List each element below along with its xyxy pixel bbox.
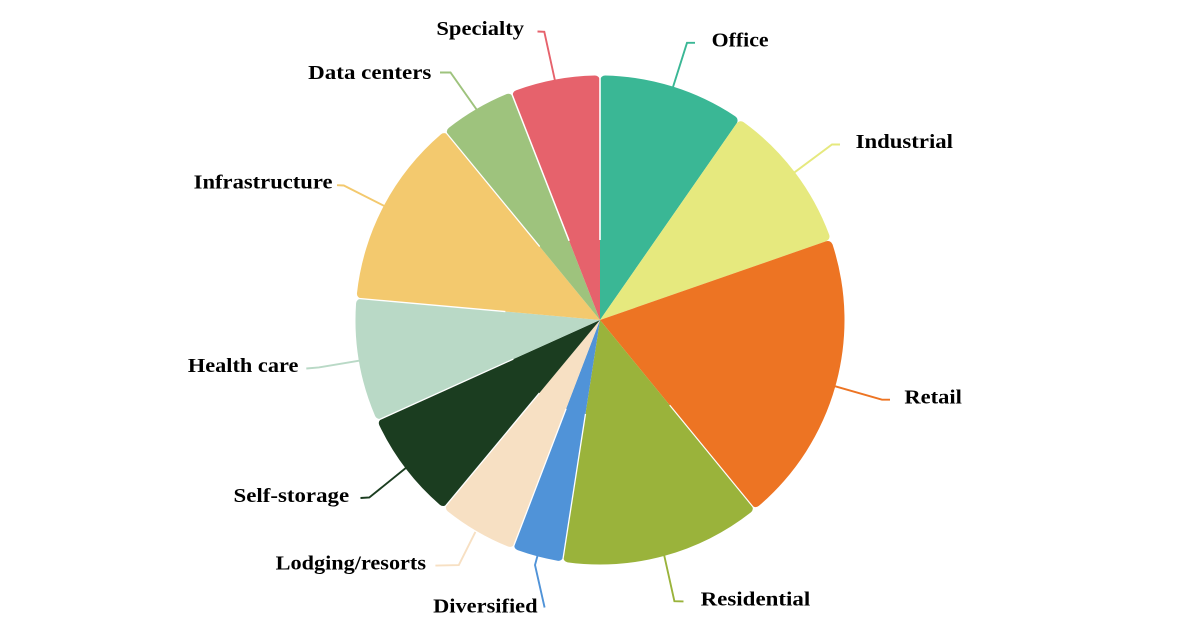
svg-text:Diversified: Diversified xyxy=(433,596,538,618)
svg-text:Specialty: Specialty xyxy=(436,18,524,40)
svg-text:Lodging/resorts: Lodging/resorts xyxy=(276,553,426,575)
svg-text:Office: Office xyxy=(712,30,769,52)
svg-text:Retail: Retail xyxy=(904,386,962,408)
svg-text:Health care: Health care xyxy=(188,355,299,377)
svg-text:Self-storage: Self-storage xyxy=(234,485,350,507)
svg-text:Industrial: Industrial xyxy=(856,131,954,153)
svg-text:Infrastructure: Infrastructure xyxy=(194,171,333,193)
svg-text:Data centers: Data centers xyxy=(308,62,431,84)
svg-text:Residential: Residential xyxy=(701,589,811,611)
